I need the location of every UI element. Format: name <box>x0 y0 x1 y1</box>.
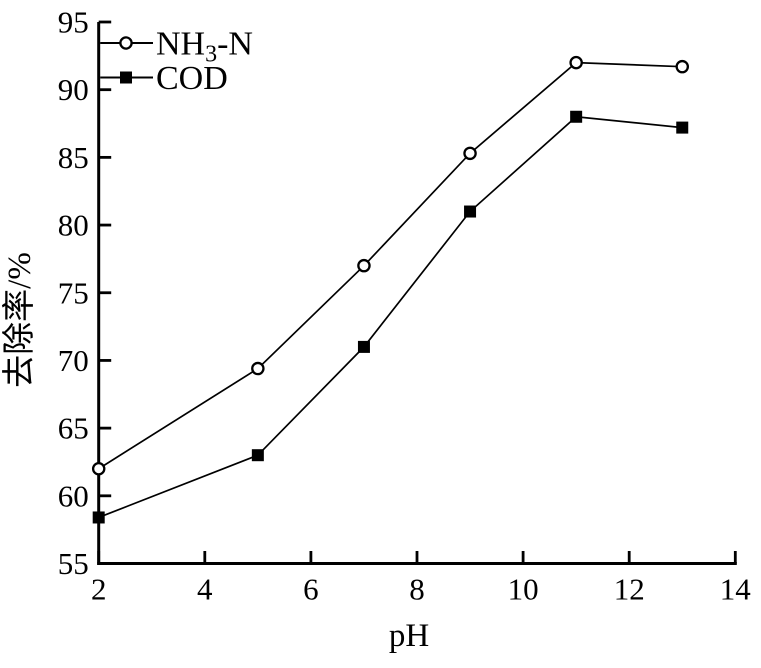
x-axis-tick-label: 14 <box>720 572 752 607</box>
data-point-nh3-n <box>357 258 371 273</box>
y-axis-tick-label: 80 <box>58 208 89 243</box>
y-axis-tick-label: 75 <box>58 275 89 310</box>
data-point-cod <box>570 110 583 123</box>
y-axis-tick-label: 55 <box>58 546 89 581</box>
data-point-nh3-n <box>91 461 106 476</box>
data-point-nh3-n <box>675 59 690 74</box>
series-line-cod <box>98 115 683 519</box>
data-point-nh3-n <box>569 55 583 70</box>
series-line-nh3-n <box>98 61 683 470</box>
data-point-nh3-n <box>251 361 265 376</box>
x-axis-tick-label: 10 <box>508 572 539 607</box>
x-axis-tick-label: 12 <box>614 572 645 607</box>
x-axis-tick-label: 2 <box>91 572 107 607</box>
legend-marker-cod <box>120 71 132 84</box>
data-point-cod <box>676 121 689 134</box>
y-axis-tick-label: 60 <box>58 478 89 513</box>
data-point-nh3-n <box>463 146 477 161</box>
x-axis-tick-label: 6 <box>303 572 319 607</box>
data-point-cod <box>251 449 264 462</box>
y-axis-tick-label: 85 <box>58 140 89 175</box>
data-point-cod <box>464 205 477 218</box>
y-axis-tick-label: 95 <box>58 5 89 40</box>
y-axis-tick-label: 65 <box>58 411 89 446</box>
data-point-cod <box>357 340 370 353</box>
y-axis-tick-label: 90 <box>58 72 89 107</box>
x-axis-tick-label: 8 <box>409 572 425 607</box>
data-point-cod <box>92 511 105 524</box>
legend-label-cod: COD <box>156 60 228 97</box>
legend-label-nh3-n: NH3-N <box>156 26 253 68</box>
y-axis-label: 去除率/% <box>1 252 38 388</box>
x-axis-label: pH <box>389 618 429 654</box>
y-axis-tick-label: 70 <box>58 343 89 378</box>
legend-marker-nh3-n <box>119 36 133 50</box>
x-axis-tick-label: 4 <box>197 572 213 607</box>
